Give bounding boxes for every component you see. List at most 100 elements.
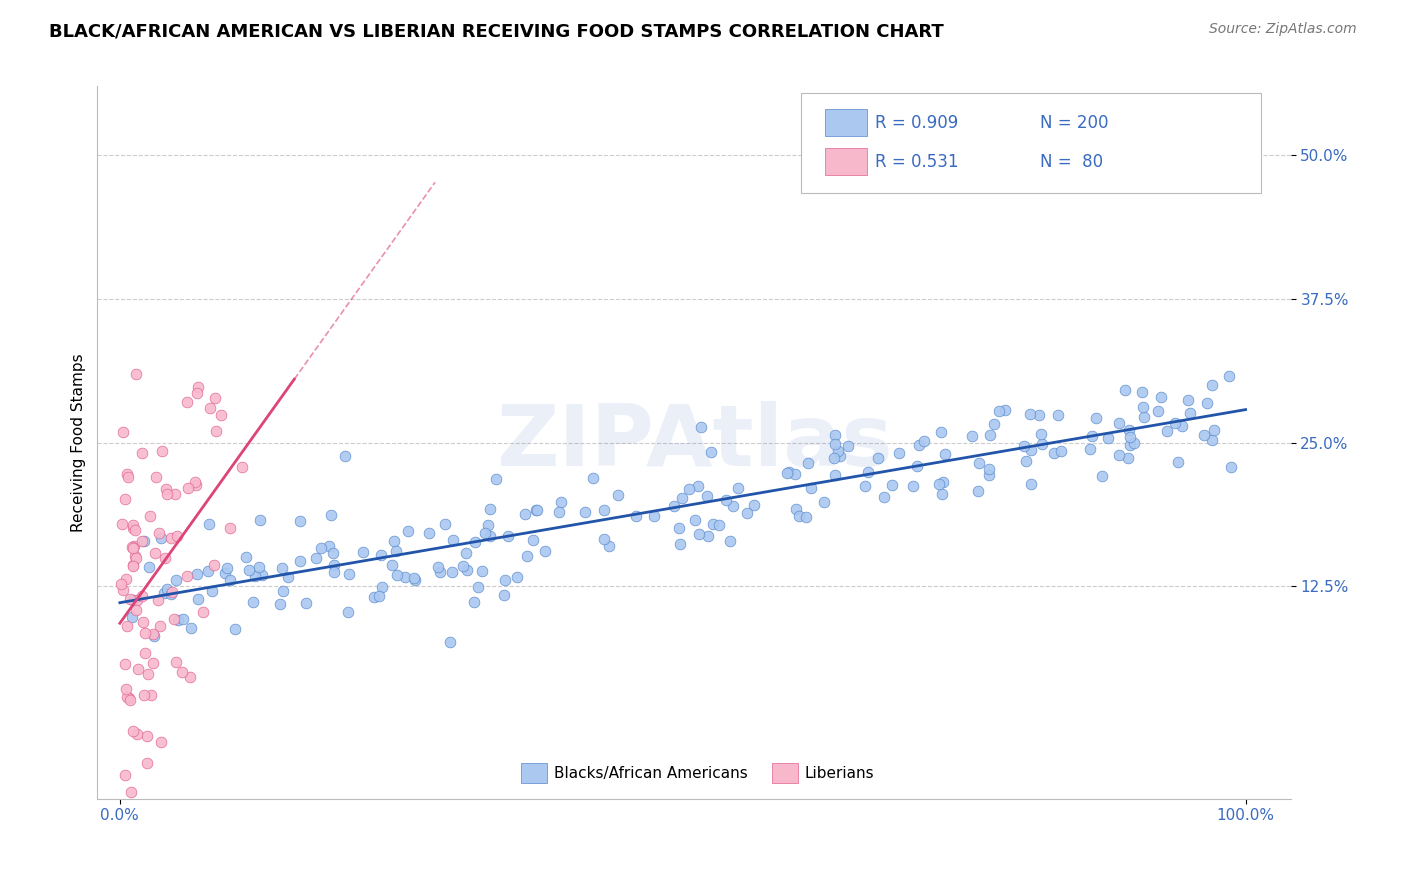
Point <box>153 586 176 600</box>
Point <box>224 622 246 636</box>
Point <box>696 489 718 503</box>
Point <box>669 537 692 551</box>
Text: Source: ZipAtlas.com: Source: ZipAtlas.com <box>1209 22 1357 37</box>
Point <box>856 465 879 479</box>
Point <box>1150 390 1173 404</box>
Point <box>1119 429 1142 443</box>
Point <box>1050 444 1073 458</box>
Point <box>474 526 496 541</box>
Point <box>122 723 145 738</box>
Point <box>1114 383 1136 397</box>
Point <box>1119 438 1142 452</box>
Point <box>117 691 139 706</box>
Point <box>249 513 271 527</box>
Point <box>201 584 224 599</box>
Point <box>977 461 1000 475</box>
Point <box>141 688 163 702</box>
Point <box>1108 448 1130 462</box>
Point <box>440 565 463 579</box>
Point <box>187 591 209 606</box>
Point <box>319 508 342 522</box>
Point <box>931 487 953 501</box>
Point <box>134 688 156 702</box>
Point <box>245 569 267 583</box>
Point <box>290 514 312 528</box>
Point <box>160 531 183 545</box>
Point <box>382 533 405 548</box>
Point <box>593 532 616 546</box>
Point <box>1108 417 1130 431</box>
Point <box>150 443 173 458</box>
Point <box>441 533 464 547</box>
Point <box>1081 428 1104 442</box>
Point <box>117 470 139 484</box>
Point <box>112 583 135 598</box>
Point <box>526 502 548 516</box>
Point <box>1167 455 1189 469</box>
Point <box>1156 425 1178 439</box>
Point <box>160 584 183 599</box>
Point <box>727 481 749 495</box>
Point <box>125 367 148 381</box>
Point <box>934 447 956 461</box>
Point <box>114 768 136 782</box>
Point <box>776 466 799 480</box>
Point <box>983 417 1005 431</box>
Point <box>478 529 501 543</box>
Point <box>505 570 527 584</box>
Point <box>191 605 214 619</box>
Point <box>456 546 478 560</box>
Text: Blacks/African Americans: Blacks/African Americans <box>554 765 748 780</box>
Point <box>1118 423 1140 437</box>
Point <box>496 529 519 543</box>
Point <box>121 540 143 554</box>
Point <box>626 508 648 523</box>
Point <box>522 533 544 547</box>
Point <box>456 563 478 577</box>
Point <box>1197 396 1219 410</box>
Text: Liberians: Liberians <box>806 765 875 780</box>
Point <box>824 437 846 451</box>
Point <box>1147 404 1170 418</box>
Point <box>426 559 449 574</box>
Point <box>582 471 605 485</box>
Point <box>800 481 823 495</box>
Point <box>1170 418 1192 433</box>
Point <box>115 572 138 586</box>
Point <box>671 491 693 505</box>
Point <box>273 584 295 599</box>
Point <box>1031 436 1053 450</box>
Point <box>404 571 426 585</box>
Point <box>394 569 416 583</box>
Point <box>136 667 159 681</box>
Point <box>477 518 499 533</box>
Point <box>132 615 155 630</box>
Point <box>186 386 208 401</box>
Point <box>209 408 232 422</box>
Point <box>1012 440 1035 454</box>
Point <box>214 566 236 580</box>
Point <box>513 507 536 521</box>
Point <box>295 596 318 610</box>
Point <box>149 619 172 633</box>
Text: R = 0.531: R = 0.531 <box>876 153 959 171</box>
Point <box>524 502 547 516</box>
Text: N = 200: N = 200 <box>1040 113 1108 132</box>
Point <box>115 618 138 632</box>
Point <box>714 493 737 508</box>
Point <box>127 726 149 740</box>
Point <box>111 517 134 532</box>
Point <box>880 477 903 491</box>
Point <box>967 456 990 470</box>
Text: N =  80: N = 80 <box>1040 153 1104 171</box>
Point <box>494 574 516 588</box>
Point <box>979 428 1001 442</box>
Point <box>122 539 145 553</box>
Point <box>598 539 620 553</box>
Point <box>994 403 1017 417</box>
Point <box>1123 436 1146 450</box>
Point <box>404 573 426 587</box>
Point <box>122 593 145 607</box>
Point <box>1019 476 1042 491</box>
Point <box>127 662 149 676</box>
